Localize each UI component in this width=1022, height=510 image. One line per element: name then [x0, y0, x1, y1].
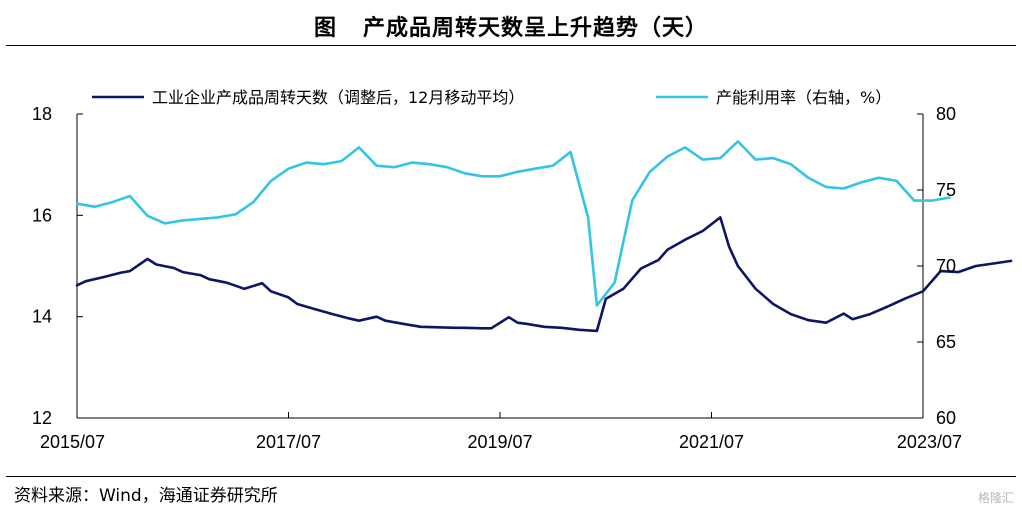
x-tick-label: 2019/07: [467, 432, 532, 452]
footer-rule: [6, 476, 1016, 477]
legend: 工业企业产成品周转天数（调整后，12月移动平均） 产能利用率（右轴，%）: [92, 88, 891, 107]
tick-marks: [76, 113, 924, 419]
series-lines: [75, 140, 1013, 333]
x-tick-label: 2015/07: [40, 432, 105, 452]
right-y-tick-label: 60: [936, 408, 956, 428]
watermark-text: 格隆汇: [977, 491, 1014, 505]
right-y-tick-label: 65: [936, 332, 956, 352]
inventory-turnover-days-line: [75, 216, 1013, 333]
right-y-tick-label: 75: [936, 180, 956, 200]
x-tick-label: 2021/07: [679, 432, 744, 452]
source-note: 资料来源：Wind，海通证券研究所: [14, 486, 278, 506]
left-y-tick-label: 12: [32, 408, 52, 428]
chart-area: 工业企业产成品周转天数（调整后，12月移动平均） 产能利用率（右轴，%） 12 14…: [32, 88, 1013, 452]
title-rule: [6, 45, 1016, 46]
figure-title: 产成品周转天数呈上升趋势（天）: [363, 15, 709, 41]
tick-labels: 12 14 16 18 60 65 70 75 80 2015/07 2017/07 2019/07 2…: [32, 104, 962, 452]
chart-title: 图产成品周转天数呈上升趋势（天）: [0, 10, 1022, 42]
right-y-tick-label: 80: [936, 104, 956, 124]
left-y-tick-label: 16: [32, 205, 52, 225]
figure-label: 图: [313, 15, 337, 41]
axes: [76, 114, 924, 419]
x-tick-label: 2023/07: [897, 432, 962, 452]
x-tick-label: 2017/07: [256, 432, 321, 452]
right-y-tick-label: 70: [936, 256, 956, 276]
left-y-tick-label: 18: [32, 104, 52, 124]
capacity-utilization-line: [75, 140, 951, 307]
legend-item-capacity-utilization-label: 产能利用率（右轴，%）: [716, 88, 891, 107]
left-y-tick-label: 14: [32, 307, 52, 327]
legend-item-inventory-turnover-label: 工业企业产成品周转天数（调整后，12月移动平均）: [152, 88, 524, 107]
